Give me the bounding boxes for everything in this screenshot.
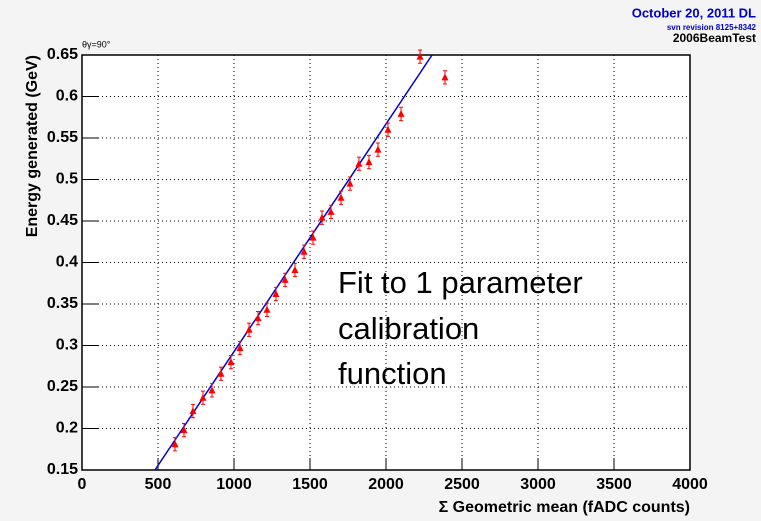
y-tick-label: 0.65 [47, 46, 78, 63]
y-tick-label: 0.6 [56, 88, 78, 105]
point [327, 207, 335, 215]
point [254, 314, 262, 322]
y-tick-label: 0.45 [47, 212, 78, 229]
y-axis-title: Energy generated (GeV) [24, 55, 41, 237]
point [245, 325, 253, 333]
x-tick-label: 3500 [596, 476, 632, 493]
point [272, 290, 280, 298]
point [189, 407, 197, 415]
y-tick-label: 0.2 [56, 420, 78, 437]
point [281, 275, 289, 283]
fit-line [154, 54, 433, 471]
point [441, 73, 449, 81]
point [180, 426, 188, 434]
y-tick-label: 0.25 [47, 378, 78, 395]
x-tick-label: 500 [145, 476, 172, 493]
header-revision: svn revision 8125+8342 [667, 23, 757, 32]
y-tick-label: 0.4 [56, 254, 78, 271]
x-tick-label: 4000 [672, 476, 708, 493]
x-tick-label: 2000 [368, 476, 404, 493]
x-tick-label: 2500 [444, 476, 480, 493]
x-tick-label: 3000 [520, 476, 556, 493]
point [263, 305, 271, 313]
point [300, 247, 308, 255]
y-tick-label: 0.35 [47, 295, 78, 312]
point [217, 369, 225, 377]
y-tick-label: 0.5 [56, 171, 78, 188]
y-tick-label: 0.3 [56, 337, 78, 354]
point [374, 145, 382, 153]
plot-label: θγ=90° [82, 39, 111, 49]
point [318, 213, 326, 221]
point [397, 109, 405, 117]
point [227, 358, 235, 366]
x-tick-label: 0 [78, 476, 87, 493]
point [291, 265, 299, 273]
point [416, 52, 424, 60]
point [199, 393, 207, 401]
x-tick-label: 1500 [292, 476, 328, 493]
y-tick-label: 0.15 [47, 461, 78, 478]
annotation: calibration [338, 311, 479, 346]
header-date: October 20, 2011 DL [632, 5, 756, 20]
x-tick-label: 1000 [216, 476, 252, 493]
annotation: function [338, 356, 447, 391]
point [171, 440, 179, 448]
point [337, 193, 345, 201]
point [384, 125, 392, 133]
point [208, 386, 216, 394]
annotation: Fit to 1 parameter [338, 265, 583, 300]
header-test: 2006BeamTest [673, 31, 756, 45]
point [355, 159, 363, 167]
point [236, 343, 244, 351]
point [346, 179, 354, 187]
x-axis-title: Σ Geometric mean (fADC counts) [439, 499, 690, 516]
y-tick-label: 0.55 [47, 129, 78, 146]
point [365, 158, 373, 166]
point [309, 233, 317, 241]
